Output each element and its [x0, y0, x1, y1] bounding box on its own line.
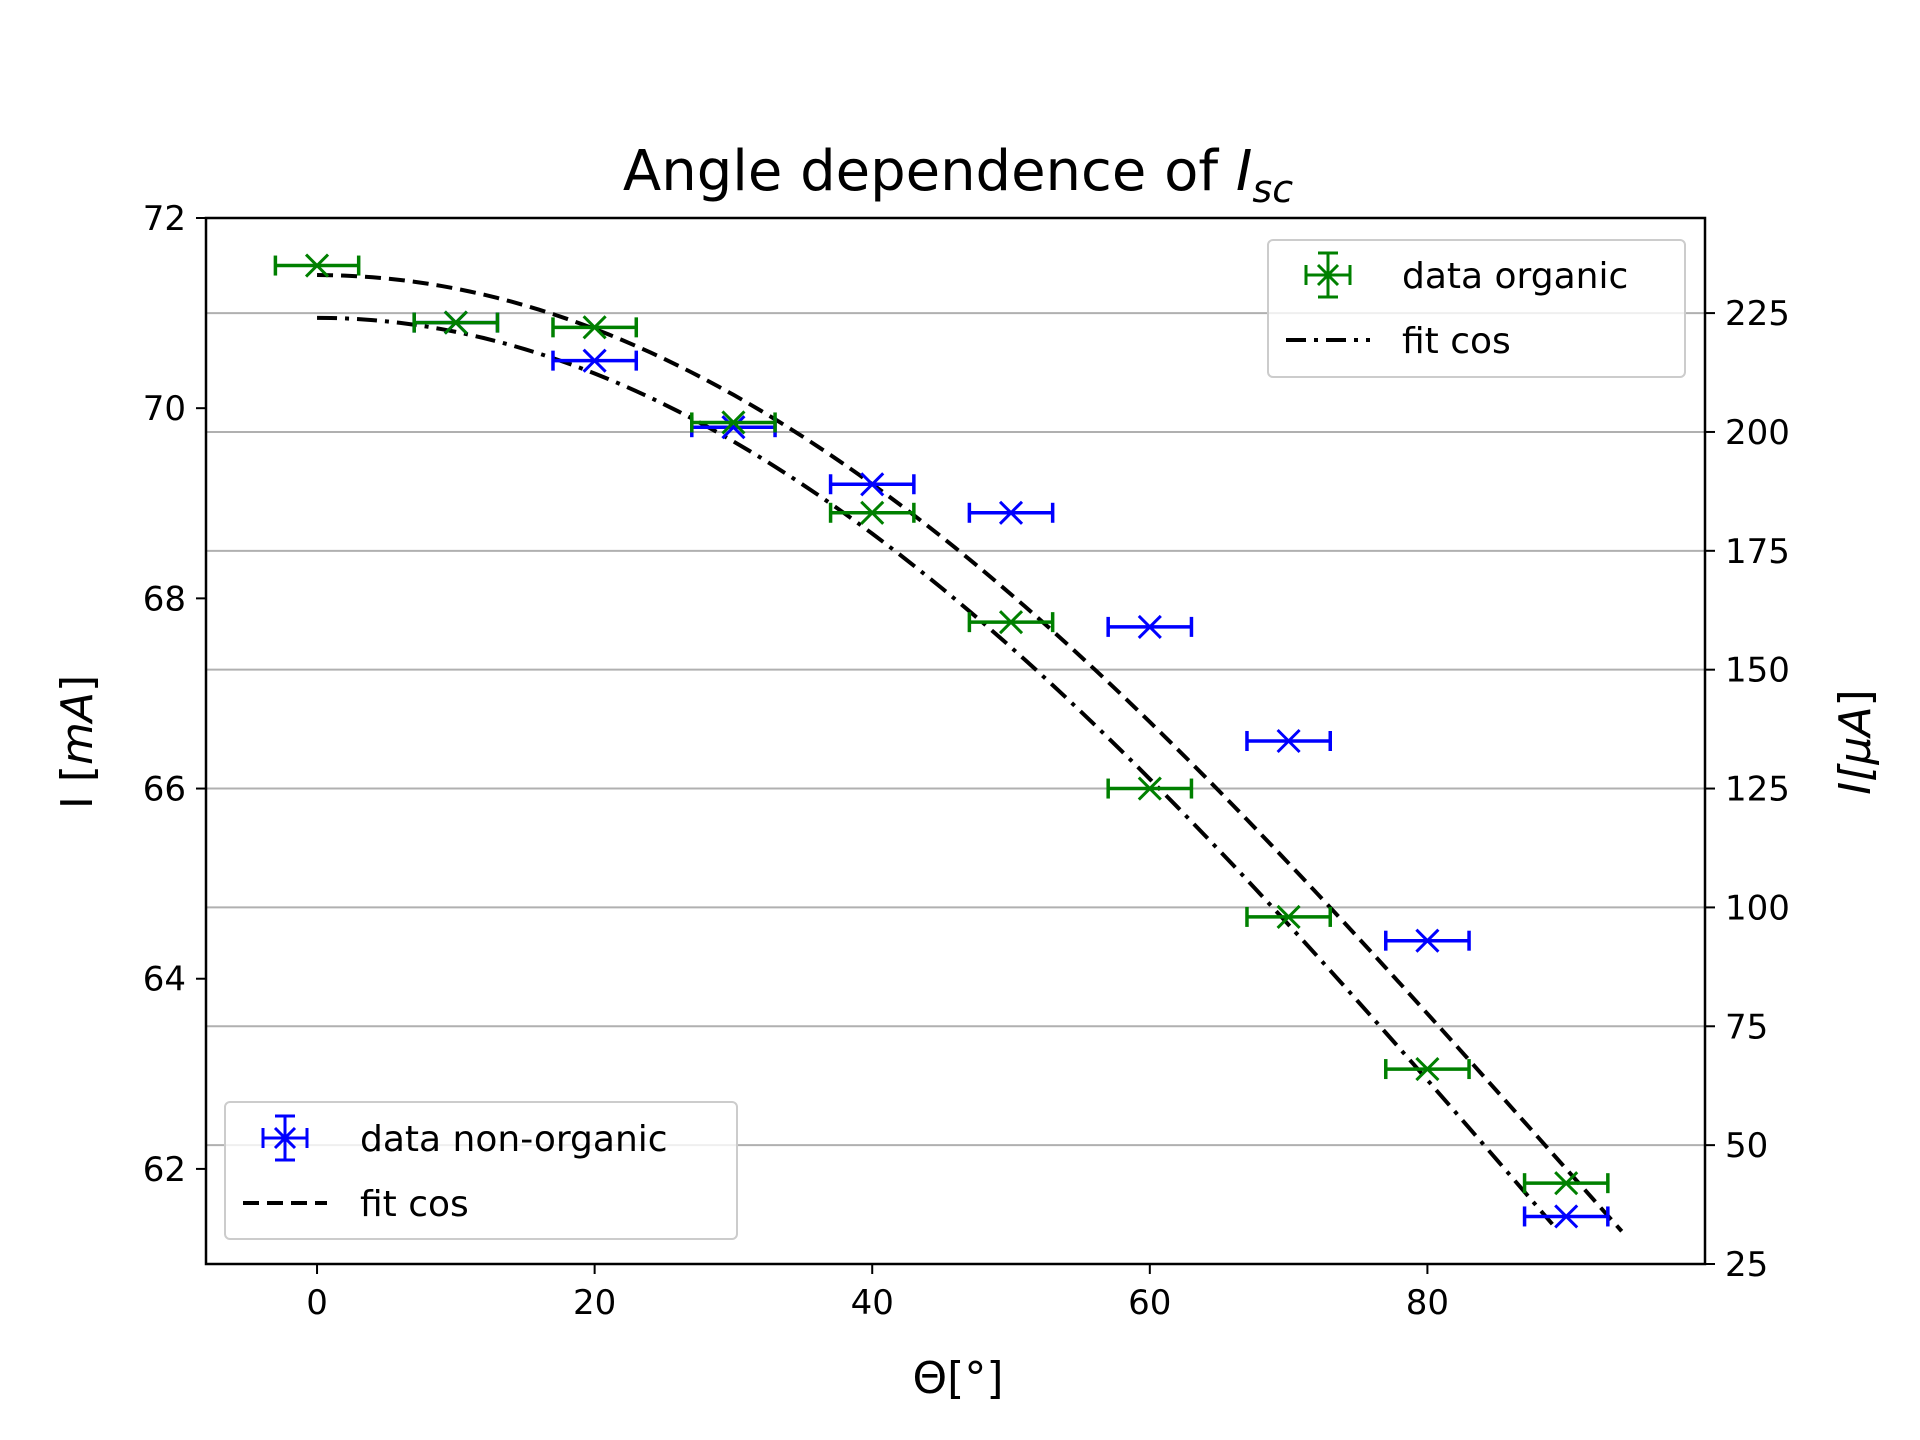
x-tick-label: 80: [1406, 1283, 1449, 1323]
data-point: [412, 310, 500, 335]
right-tick-label: 125: [1725, 770, 1790, 810]
x-marker: [1415, 928, 1440, 953]
data-point: [551, 348, 639, 373]
left-tick-label: 62: [143, 1150, 186, 1190]
data-point: [1245, 728, 1332, 754]
x-marker: [1276, 728, 1301, 754]
x-marker: [582, 315, 607, 340]
data-point: [273, 253, 361, 278]
data-point: [828, 500, 916, 525]
x-marker: [1554, 1204, 1579, 1229]
legend-label-fit-cos: fit cos: [1402, 321, 1511, 362]
left-tick-label: 72: [143, 199, 186, 239]
x-axis-label: Θ[°]: [913, 1353, 1004, 1404]
legend-marker-data-non-organic: [261, 1114, 309, 1162]
right-tick-label: 100: [1725, 888, 1790, 928]
data-point: [690, 410, 777, 435]
right-tick-label: 225: [1725, 294, 1790, 334]
fit-curve-dashed: [317, 273, 1624, 1233]
data-point: [1245, 904, 1332, 929]
fit-curve-dashdot: [317, 315, 1554, 1226]
right-tick-label: 175: [1725, 532, 1790, 572]
data-points: [273, 253, 1610, 1229]
legend-label-fit-cos: fit cos: [360, 1184, 469, 1225]
data-point: [1106, 614, 1194, 639]
fit-curves: [317, 273, 1624, 1233]
data-point: [1522, 1171, 1610, 1196]
x-tick-label: 60: [1128, 1283, 1171, 1323]
left-tick-label: 66: [143, 770, 186, 810]
legend-lower-left: data non-organic fit cos: [224, 1101, 738, 1240]
data-point: [551, 315, 639, 340]
left-tick-label: 64: [143, 960, 186, 1000]
x-marker: [1137, 614, 1162, 639]
legend-label-data-non-organic: data non-organic: [360, 1119, 668, 1160]
left-tick-label: 68: [143, 579, 186, 619]
x-marker: [860, 500, 885, 525]
data-point: [1384, 928, 1471, 953]
right-tick-label: 75: [1725, 1007, 1768, 1047]
x-marker: [998, 610, 1024, 635]
data-point: [967, 610, 1055, 635]
x-marker: [860, 472, 885, 497]
x-marker: [1276, 904, 1301, 929]
x-marker: [998, 500, 1024, 525]
x-tick-label: 40: [851, 1283, 894, 1323]
right-tick-label: 150: [1725, 651, 1790, 691]
left-axis-ticks: 62 64 66 68 70 72: [143, 199, 206, 1190]
x-axis-ticks: 0 20 40 60 80: [306, 1264, 1449, 1323]
data-point: [1106, 776, 1194, 801]
legend-label-data-organic: data organic: [1402, 256, 1628, 297]
chart-title: Angle dependence of Isc: [623, 139, 1293, 211]
left-axis-label: I [mA]: [52, 675, 103, 809]
data-point: [967, 500, 1055, 525]
x-marker: [582, 348, 607, 373]
right-axis-ticks: 25 50 75 100 125 150 175 200 225: [1705, 294, 1790, 1285]
x-marker: [1415, 1057, 1440, 1082]
legend-box: [1267, 239, 1686, 378]
right-tick-label: 50: [1725, 1126, 1768, 1166]
data-point: [828, 472, 916, 497]
x-tick-label: 0: [306, 1283, 328, 1323]
legend-upper-right: data organic fit cos: [1267, 239, 1686, 378]
legend-box: [224, 1101, 738, 1240]
x-tick-label: 20: [573, 1283, 616, 1323]
x-marker: [721, 415, 746, 440]
right-axis-label: I[μA]: [1830, 689, 1881, 794]
plot-frame: [204, 216, 1707, 1266]
x-marker: [721, 410, 746, 435]
left-tick-label: 70: [143, 389, 186, 429]
right-tick-label: 25: [1725, 1245, 1768, 1285]
x-marker: [304, 253, 330, 278]
right-tick-label: 200: [1725, 413, 1790, 453]
legend-marker-data-organic: [1304, 251, 1352, 299]
x-marker: [443, 310, 468, 335]
data-point: [1384, 1057, 1471, 1082]
data-point: [1522, 1204, 1610, 1229]
x-marker: [1137, 776, 1162, 801]
x-marker: [1554, 1171, 1579, 1196]
